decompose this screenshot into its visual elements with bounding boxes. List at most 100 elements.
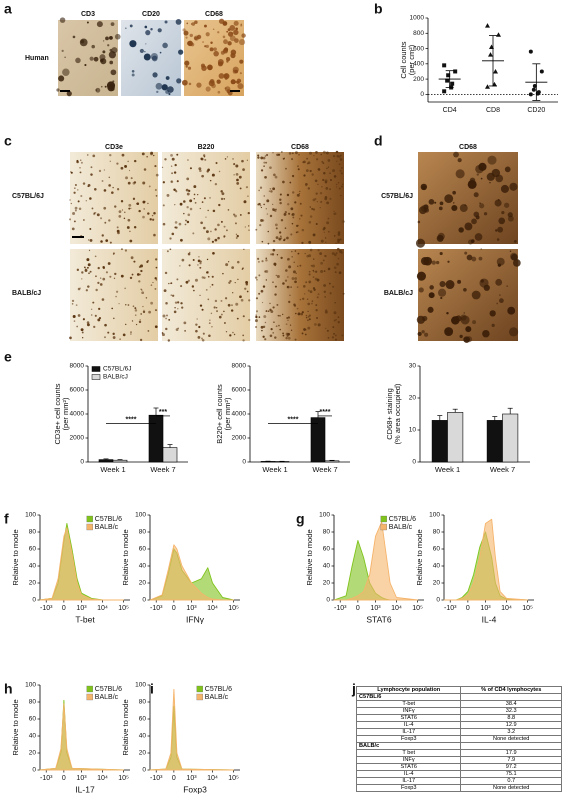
cell — [114, 205, 117, 208]
cell — [207, 67, 210, 69]
x-tick-label: -10³ — [334, 605, 347, 612]
cell — [255, 297, 259, 300]
cell — [476, 173, 480, 176]
cell — [302, 297, 305, 300]
cell — [325, 327, 327, 330]
cell — [329, 188, 331, 191]
y-tick-label: 6000 — [232, 387, 247, 394]
x-tick-label: 10³ — [370, 605, 381, 612]
x-tick-label: 0 — [356, 605, 360, 612]
cell — [299, 202, 302, 205]
cell — [333, 311, 337, 315]
cell — [340, 172, 343, 175]
cell — [287, 319, 289, 322]
cell — [197, 193, 199, 196]
cell — [181, 258, 185, 262]
cell — [112, 186, 114, 189]
y-tick-label: 0 — [32, 597, 36, 604]
cell — [211, 173, 215, 177]
cell — [100, 240, 103, 243]
cell — [131, 320, 134, 322]
bar — [98, 459, 114, 463]
cell — [215, 162, 218, 165]
cell — [279, 328, 281, 331]
cell — [313, 258, 315, 260]
cell — [237, 278, 239, 281]
cell — [236, 178, 239, 182]
cell: 3.2 — [460, 728, 562, 736]
cell — [339, 238, 342, 241]
cell — [187, 279, 190, 282]
chart: 0 20 40 60 80 100 Relative to mode -10³ 0 10³ 10⁴ 1… — [415, 512, 534, 624]
cell: T bet — [355, 749, 462, 757]
cell — [109, 35, 113, 40]
cell — [255, 314, 257, 316]
panel-label: d — [374, 133, 383, 149]
cell — [265, 279, 267, 281]
cell — [211, 240, 214, 243]
cell — [218, 203, 221, 207]
y-tick-label: 20 — [139, 750, 147, 757]
legend-label: BALB/c — [389, 524, 413, 531]
cell — [64, 56, 66, 58]
cell — [272, 281, 274, 284]
cell — [459, 204, 468, 212]
cell — [171, 172, 174, 175]
cell — [272, 208, 275, 211]
cell — [458, 227, 464, 233]
cell — [141, 152, 145, 156]
x-tick-label: 10⁵ — [228, 605, 239, 612]
cell — [291, 213, 294, 216]
legend-swatch — [380, 515, 387, 523]
cell — [224, 322, 226, 324]
cell — [504, 202, 510, 208]
cell — [313, 270, 315, 273]
x-tick-label: 10³ — [76, 775, 87, 782]
cell — [203, 226, 206, 230]
cell — [191, 285, 195, 288]
cell — [335, 318, 337, 321]
cell — [258, 292, 261, 295]
cell — [313, 154, 315, 157]
cell — [270, 328, 273, 331]
x-tick-label: 10⁴ — [391, 605, 402, 612]
cell — [183, 200, 186, 203]
cell — [241, 33, 246, 38]
cell — [480, 248, 482, 250]
cell — [337, 231, 341, 234]
cell — [234, 214, 237, 218]
cell — [257, 156, 260, 159]
cell — [127, 304, 130, 306]
cell — [245, 283, 249, 286]
cell — [291, 158, 294, 161]
cell — [326, 329, 329, 332]
cell — [105, 239, 109, 242]
cell — [136, 202, 140, 206]
cell — [208, 322, 211, 325]
cell — [177, 308, 179, 310]
cell — [212, 28, 215, 31]
cell — [186, 220, 190, 224]
cell — [142, 215, 145, 219]
cell — [297, 168, 300, 171]
cell — [284, 279, 288, 282]
cell — [62, 68, 70, 77]
cell — [81, 336, 84, 339]
cell — [119, 338, 121, 340]
cell — [222, 272, 224, 275]
cell — [204, 158, 207, 161]
cell — [260, 325, 264, 329]
cell — [103, 206, 107, 210]
cell — [287, 336, 291, 340]
y-tick-label: 20 — [29, 580, 37, 587]
cell — [77, 200, 80, 203]
row: STAT6 97.2 — [355, 763, 562, 771]
cell — [274, 175, 278, 179]
cell — [148, 310, 152, 314]
cell — [217, 223, 220, 227]
y-tick-label: 80 — [433, 529, 441, 536]
row-label: BALB/cJ — [12, 290, 41, 297]
cell — [103, 169, 105, 171]
cell — [185, 36, 188, 39]
cell: 0.7 — [460, 777, 562, 785]
